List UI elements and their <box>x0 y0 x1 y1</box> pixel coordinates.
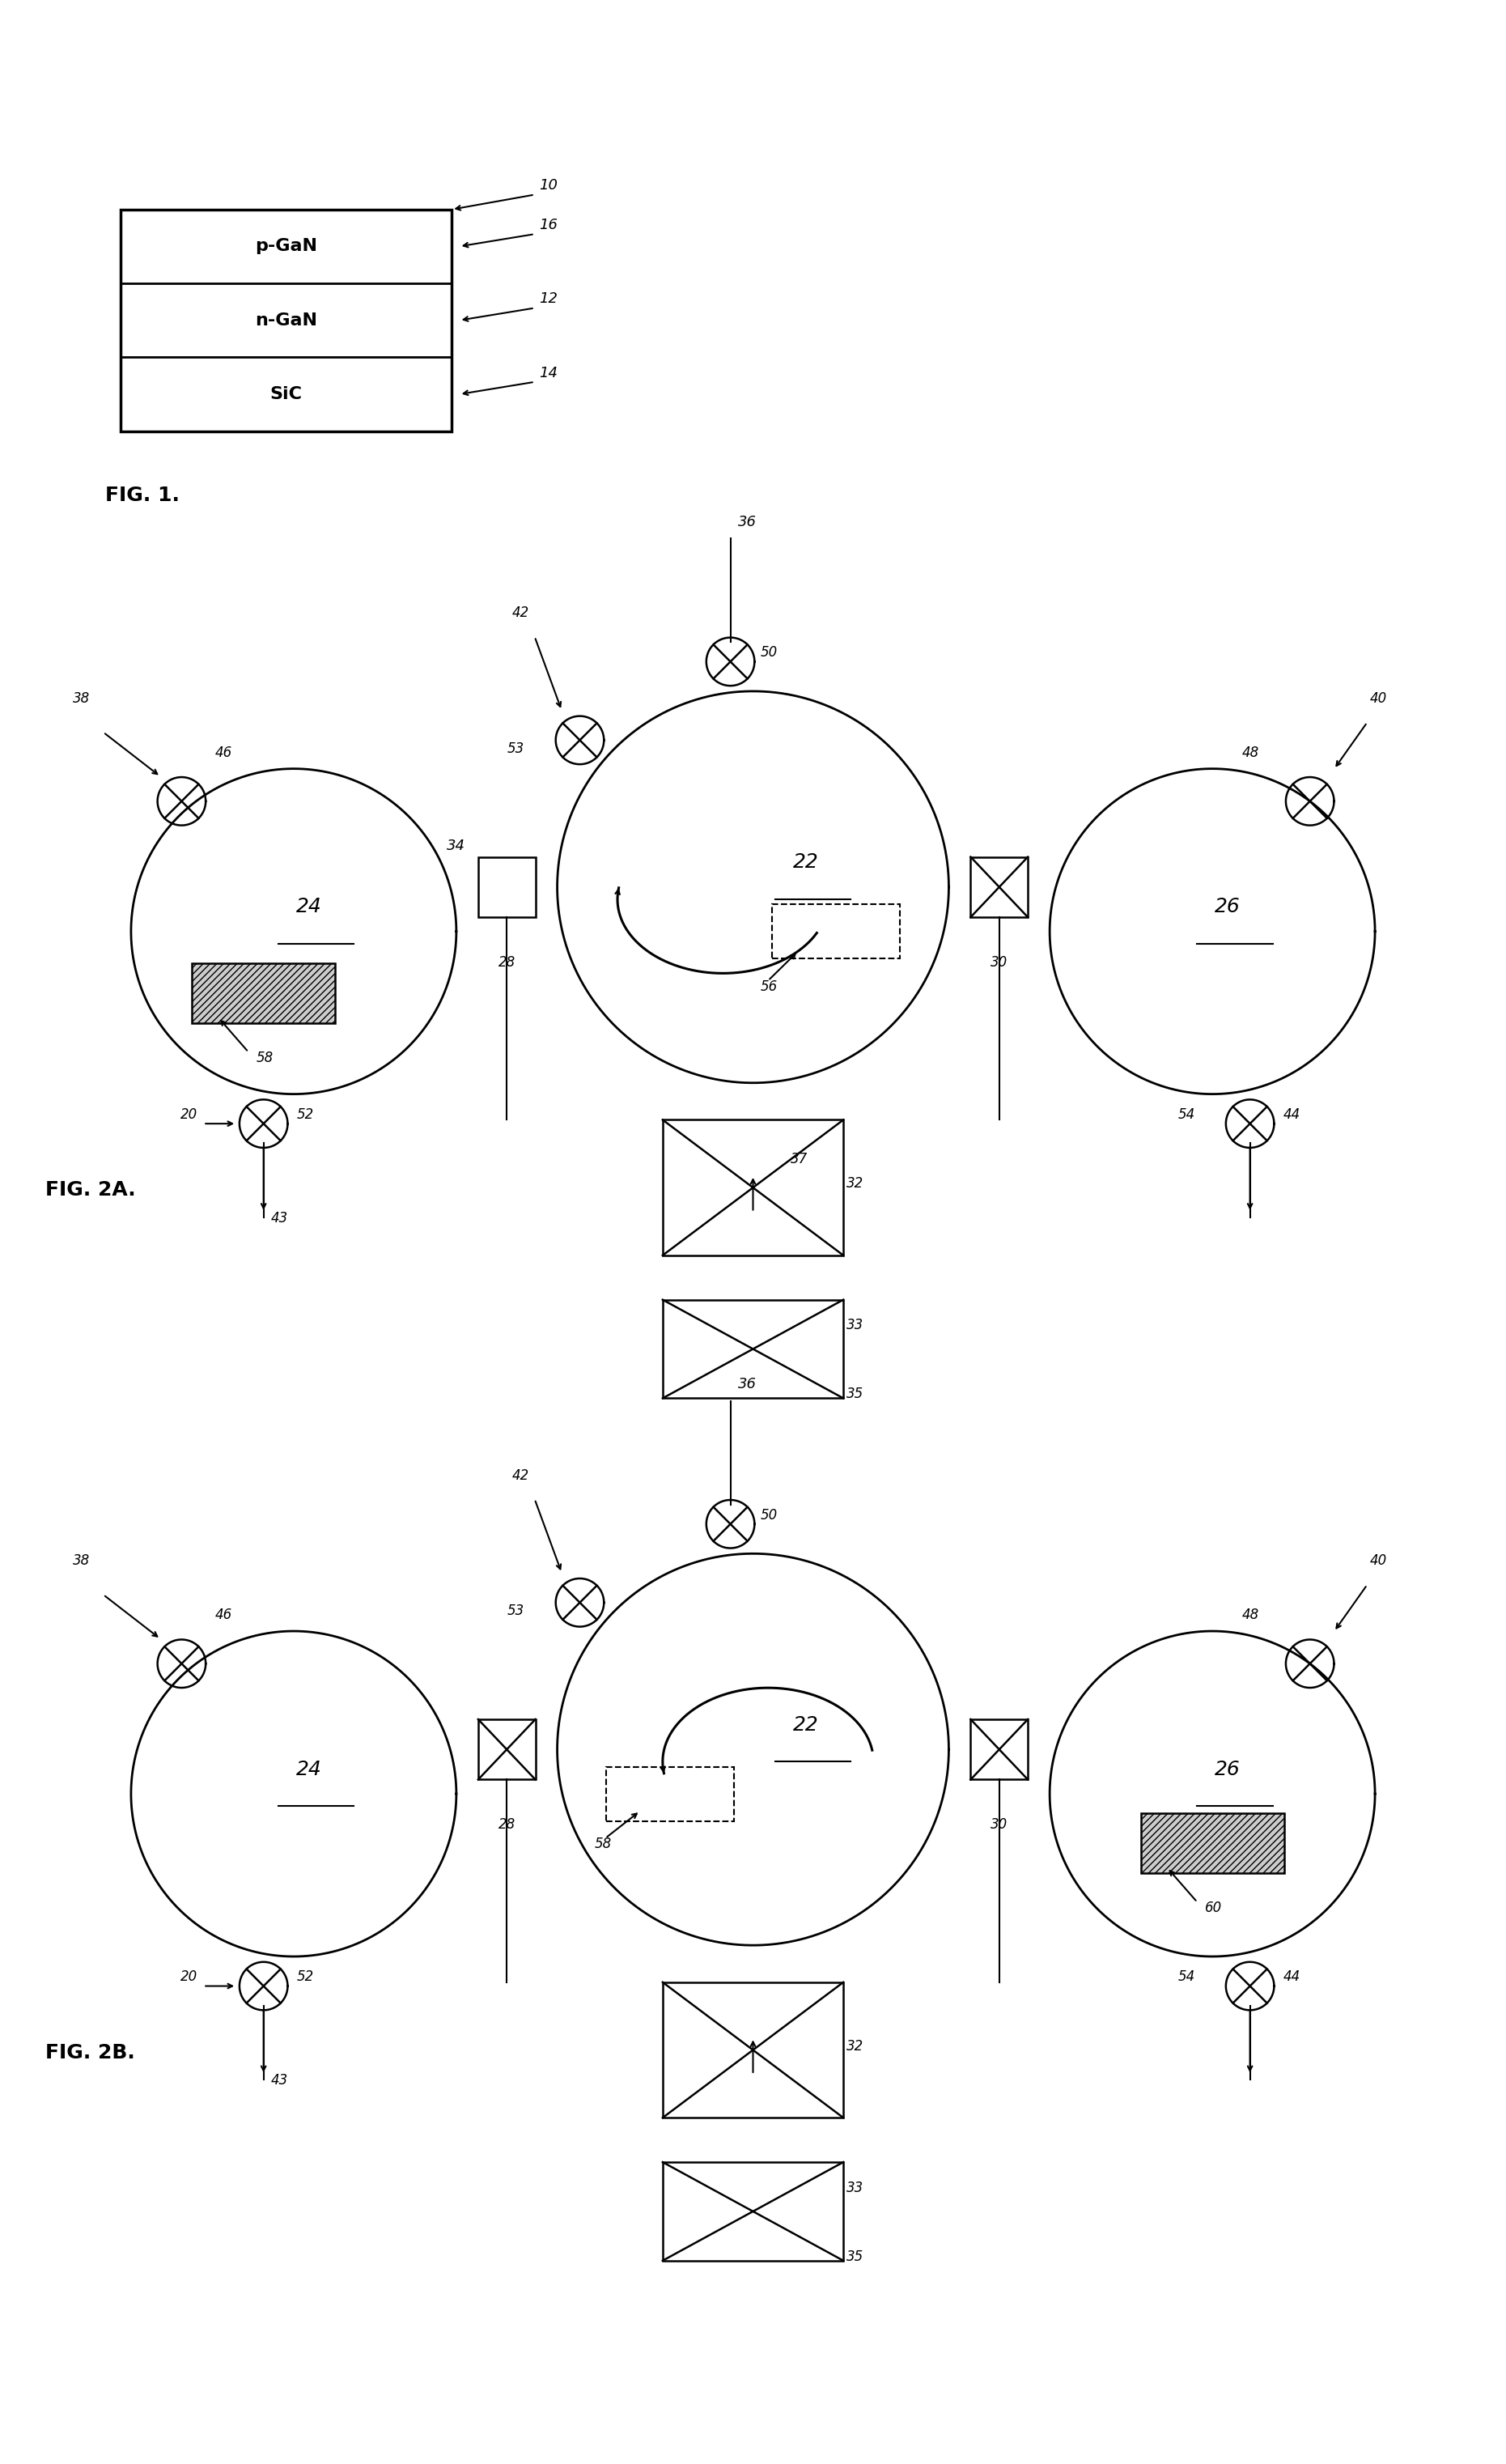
Bar <box>663 2161 843 2259</box>
Text: 32: 32 <box>846 1175 863 1190</box>
Text: 34: 34 <box>446 838 465 853</box>
Bar <box>193 963 334 1023</box>
Text: 26: 26 <box>1214 897 1241 917</box>
Text: 20: 20 <box>181 1969 197 1984</box>
Text: 28: 28 <box>498 956 515 971</box>
Bar <box>663 1119 843 1254</box>
Text: 35: 35 <box>846 1387 863 1402</box>
Text: 42: 42 <box>512 1469 529 1483</box>
Text: 46: 46 <box>215 1609 232 1621</box>
Text: 24: 24 <box>295 897 322 917</box>
Text: 58: 58 <box>256 1050 273 1064</box>
Text: 38: 38 <box>74 1555 90 1567</box>
Text: 54: 54 <box>1178 1969 1194 1984</box>
Text: 37: 37 <box>791 1151 807 1165</box>
Text: 46: 46 <box>215 747 232 759</box>
Text: 38: 38 <box>74 692 90 705</box>
Text: 40: 40 <box>1370 692 1387 705</box>
Text: 40: 40 <box>1370 1555 1387 1567</box>
Text: 26: 26 <box>1214 1759 1241 1779</box>
Text: FIG. 2A.: FIG. 2A. <box>45 1180 136 1200</box>
Text: 44: 44 <box>1283 1106 1300 1121</box>
Bar <box>663 1299 843 1397</box>
Text: 32: 32 <box>846 2038 863 2053</box>
Bar <box>970 1720 1027 1779</box>
Bar <box>1142 1814 1283 1873</box>
Text: SiC: SiC <box>270 387 303 402</box>
Bar <box>663 1981 843 2117</box>
Text: 58: 58 <box>595 1836 611 1850</box>
Text: 52: 52 <box>297 1969 313 1984</box>
Text: 50: 50 <box>761 646 777 660</box>
Bar <box>479 857 536 917</box>
Text: FIG. 1.: FIG. 1. <box>105 485 179 505</box>
Text: FIG. 2B.: FIG. 2B. <box>45 2043 136 2062</box>
Text: 56: 56 <box>761 978 777 993</box>
Text: 28: 28 <box>498 1818 515 1833</box>
Text: 50: 50 <box>761 1508 777 1523</box>
Text: 43: 43 <box>271 2072 288 2087</box>
Text: 24: 24 <box>295 1759 322 1779</box>
Text: 22: 22 <box>792 853 819 872</box>
Text: 10: 10 <box>539 177 557 192</box>
Bar <box>120 209 452 431</box>
Text: 36: 36 <box>738 1377 756 1392</box>
Text: 54: 54 <box>1178 1106 1194 1121</box>
Text: 44: 44 <box>1283 1969 1300 1984</box>
Text: 22: 22 <box>792 1715 819 1735</box>
Text: 33: 33 <box>846 2181 863 2195</box>
Text: 60: 60 <box>1205 1900 1221 1915</box>
Text: 43: 43 <box>271 1210 288 1225</box>
Bar <box>773 904 901 958</box>
Text: 30: 30 <box>991 956 1008 971</box>
Text: 36: 36 <box>738 515 756 530</box>
Text: 14: 14 <box>539 365 557 379</box>
Bar <box>479 1720 536 1779</box>
Text: 12: 12 <box>539 291 557 306</box>
Text: 53: 53 <box>508 1604 524 1619</box>
Text: 35: 35 <box>846 2250 863 2264</box>
Bar <box>605 1767 735 1821</box>
Text: 30: 30 <box>991 1818 1008 1833</box>
Text: 20: 20 <box>181 1106 197 1121</box>
Text: 16: 16 <box>539 217 557 232</box>
Text: 53: 53 <box>508 742 524 756</box>
Text: 33: 33 <box>846 1318 863 1333</box>
Text: p-GaN: p-GaN <box>255 239 318 254</box>
Text: n-GaN: n-GaN <box>255 313 318 328</box>
Text: 42: 42 <box>512 606 529 621</box>
Text: 48: 48 <box>1242 747 1259 759</box>
Text: 48: 48 <box>1242 1609 1259 1621</box>
Text: 52: 52 <box>297 1106 313 1121</box>
Bar <box>970 857 1027 917</box>
